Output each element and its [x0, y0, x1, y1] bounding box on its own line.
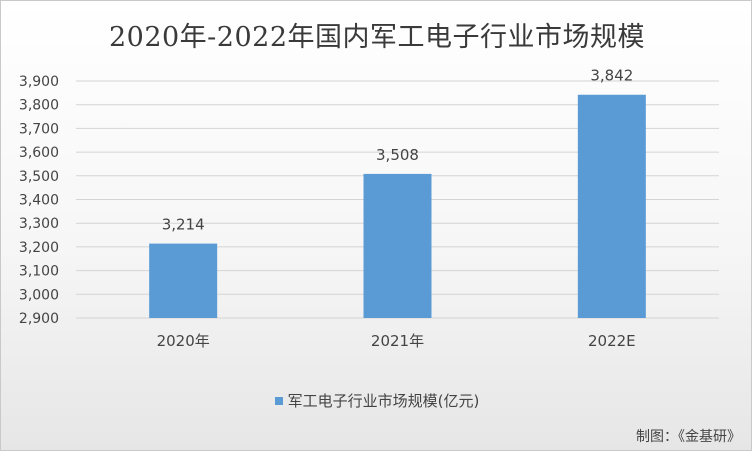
y-tick-label: 3,100 [19, 264, 59, 280]
y-tick-label: 3,000 [19, 287, 59, 303]
x-tick-label: 2020年 [157, 332, 210, 350]
bar [149, 243, 218, 318]
source-note: 制图：《金基研》 [636, 429, 741, 445]
y-tick-label: 3,600 [19, 145, 59, 161]
y-tick-label: 3,800 [19, 98, 59, 114]
y-tick-label: 2,900 [19, 311, 59, 327]
bar [577, 94, 646, 318]
y-tick-label: 3,300 [19, 216, 59, 232]
y-tick-label: 3,700 [19, 121, 59, 137]
x-tick-label: 2022E [588, 332, 636, 350]
x-axis-ticks: 2020年 2021年 2022E [157, 332, 636, 350]
chart-title: 2020年-2022年国内军工电子行业市场规模 [108, 22, 646, 53]
bar [363, 173, 432, 318]
bars [149, 94, 646, 318]
y-tick-label: 3,900 [19, 74, 59, 90]
y-tick-label: 3,400 [19, 193, 59, 209]
data-label: 3,214 [162, 216, 205, 234]
y-tick-label: 3,500 [19, 169, 59, 185]
data-label: 3,842 [590, 67, 633, 85]
legend-label: 军工电子行业市场规模(亿元) [287, 392, 480, 410]
data-labels: 3,214 3,508 3,842 [162, 67, 634, 234]
y-tick-label: 3,200 [19, 240, 59, 256]
data-label: 3,508 [376, 146, 419, 164]
x-tick-label: 2021年 [371, 332, 424, 350]
legend-swatch [274, 397, 283, 405]
y-axis-ticks: 2,900 3,000 3,100 3,200 3,300 3,400 3,500 3,600… [19, 74, 59, 327]
legend: 军工电子行业市场规模(亿元) [1, 390, 751, 411]
